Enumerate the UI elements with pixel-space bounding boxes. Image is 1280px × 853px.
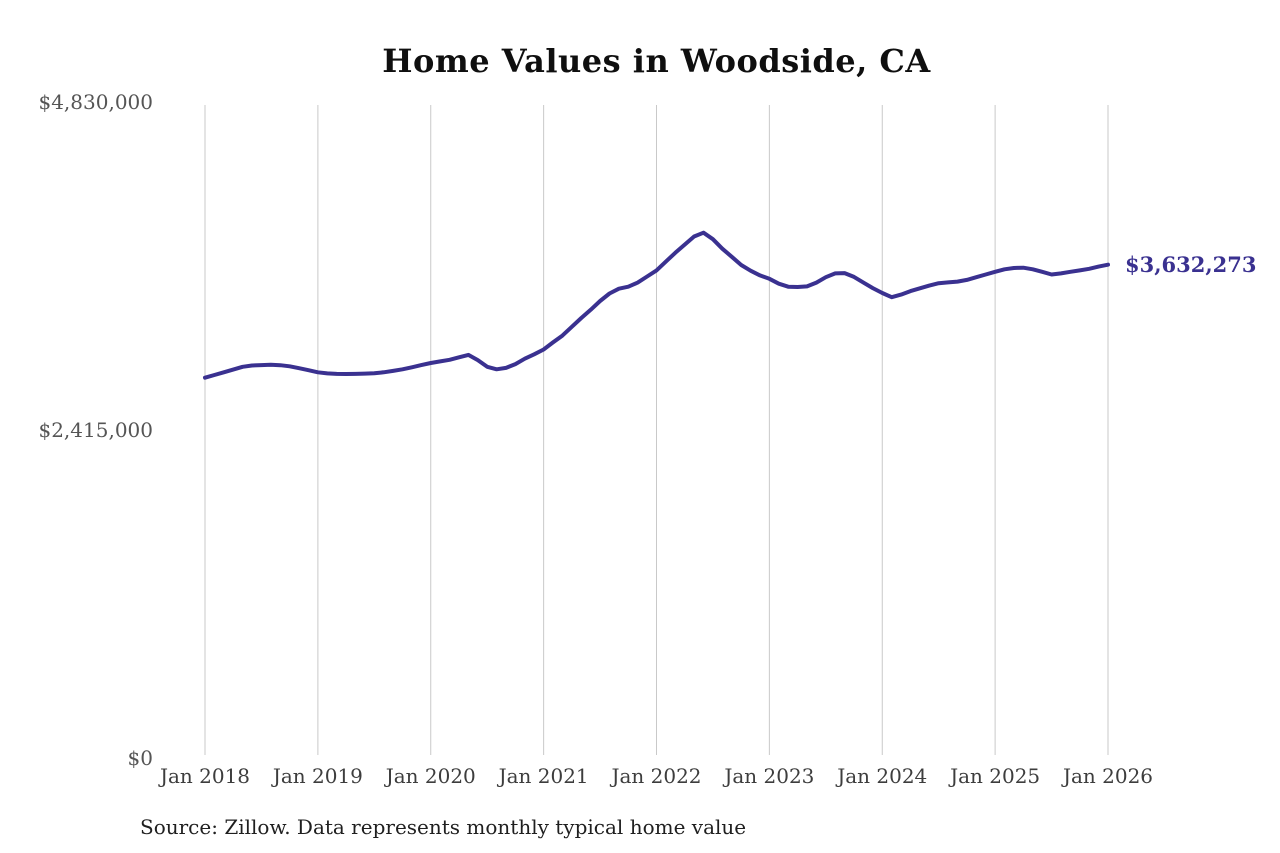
- x-axis-tick-label: Jan 2020: [385, 764, 476, 788]
- y-axis-tick-label: $2,415,000: [38, 418, 153, 442]
- x-axis-tick-label: Jan 2023: [724, 764, 815, 788]
- latest-value-label: $3,632,273: [1125, 251, 1257, 277]
- home-value-line-series: [203, 230, 1110, 380]
- x-axis-tick-label: Jan 2022: [611, 764, 702, 788]
- y-axis-tick-label: $4,830,000: [38, 90, 153, 114]
- x-axis-tick-label: Jan 2026: [1062, 764, 1154, 788]
- x-axis-tick-label: Jan 2025: [950, 764, 1041, 788]
- x-axis-tick-label: Jan 2024: [837, 764, 928, 788]
- x-axis-tick-label: Jan 2019: [272, 764, 363, 788]
- gridlines-group: [204, 105, 1109, 755]
- x-axis-tick-label: Jan 2021: [498, 764, 589, 788]
- source-note: Source: Zillow. Data represents monthly …: [140, 815, 747, 839]
- chart-title: Home Values in Woodside, CA: [382, 42, 931, 80]
- x-axis-tick-label: Jan 2018: [159, 764, 251, 788]
- y-axis-tick-label: $0: [127, 746, 153, 770]
